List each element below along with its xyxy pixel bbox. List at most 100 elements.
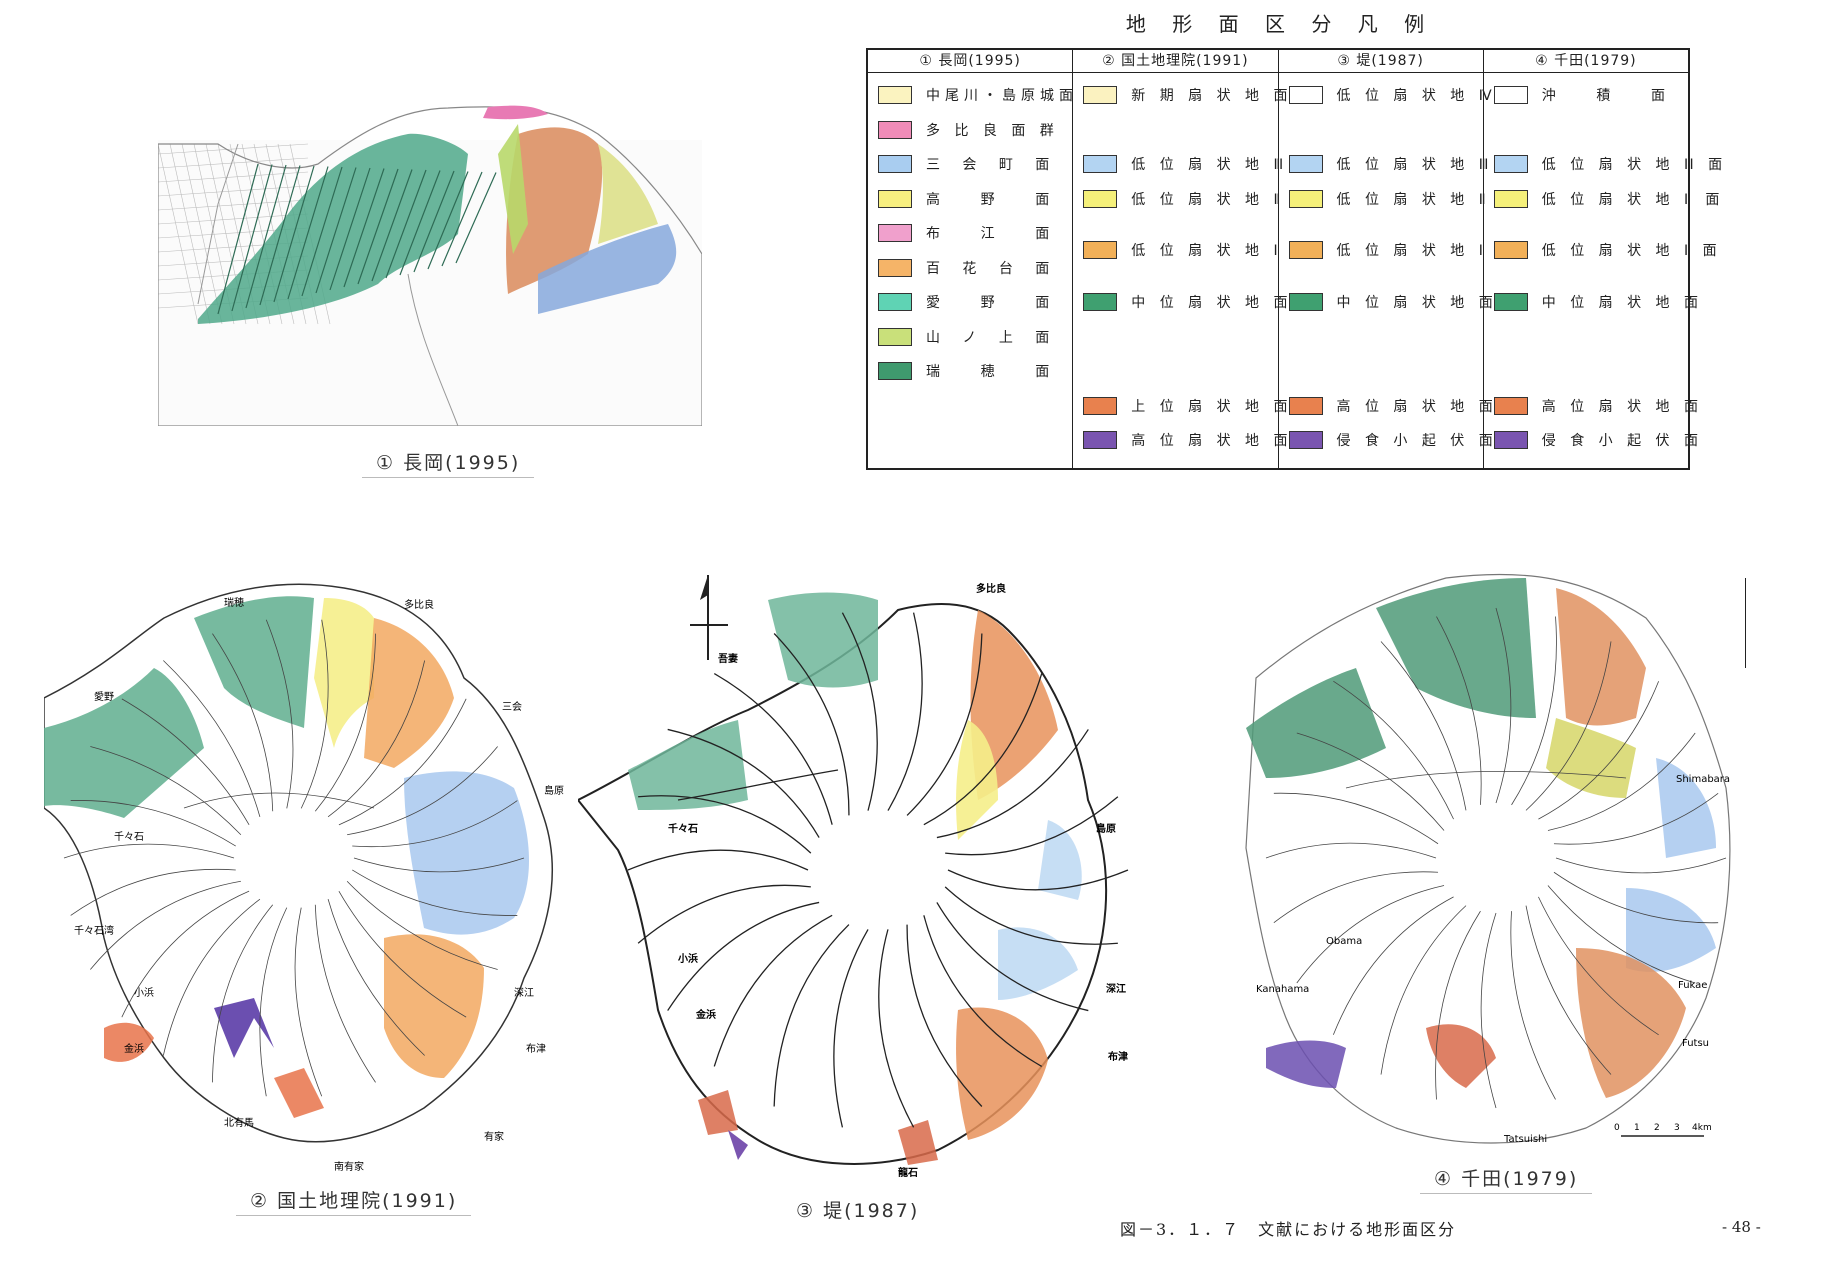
map3-label-chijiwa: 千々石	[668, 822, 698, 835]
legend-item-label: 低 位 扇 状 地 Ⅰ 面	[1541, 243, 1722, 260]
legend-swatch	[1493, 431, 1528, 449]
legend-item: 低 位 扇 状 地 Ⅱ 面	[1083, 188, 1309, 210]
map2-red-west	[104, 1022, 154, 1062]
legend-swatch	[878, 189, 912, 208]
map2-label-chijiwa-bay: 千々石湾	[74, 924, 114, 937]
map3-red	[698, 1090, 738, 1135]
legend-swatch	[1493, 86, 1528, 104]
legend-item-label: 中 位 扇 状 地 面	[1336, 295, 1498, 311]
map4-blue-east	[1656, 758, 1716, 858]
legend-swatch	[1083, 396, 1118, 415]
legend-item: 低 位 扇 状 地 Ⅳ 面	[1288, 84, 1520, 106]
legend-swatch	[878, 362, 912, 380]
map3-green	[628, 720, 748, 810]
legend-swatch	[1493, 189, 1528, 208]
map2-label-shimabara: 島原	[544, 784, 564, 797]
legend-item: 多 比 良 面 群	[878, 119, 1064, 141]
map2-label-arie: 有家	[484, 1130, 504, 1143]
legend-item-label: 高 位 扇 状 地 面	[1541, 398, 1704, 415]
legend-item-label: 中尾川・島原城面	[926, 88, 1078, 104]
legend-swatch	[1288, 396, 1323, 415]
legend-item: 上 位 扇 状 地 面	[1083, 395, 1288, 417]
legend-item-label: 低 位 扇 状 地 Ⅳ 面	[1336, 88, 1526, 104]
map4-label-obama: Obama	[1326, 936, 1362, 947]
map3-label-kanahama: 金浜	[695, 1008, 716, 1021]
legend-swatch	[1288, 431, 1323, 449]
legend-item: 三 会 町 面	[878, 153, 1064, 175]
map-4-chida: Shimabara Obama Kanahama Fukae Futsu Tat…	[1245, 573, 1746, 1145]
map2-purple	[214, 998, 274, 1058]
map2-blue	[404, 771, 529, 935]
legend-item: 低 位 扇 状 地 Ⅱ 面	[1288, 188, 1514, 210]
legend-item-label: 侵 食 小 起 伏 面	[1336, 433, 1498, 449]
map2-yellow	[314, 598, 374, 748]
legend-swatch	[1083, 86, 1118, 104]
legend-swatch	[878, 155, 912, 173]
legend-title: 地 形 面 区 分 凡 例	[1125, 12, 1435, 36]
map4-blue-mid	[1626, 888, 1716, 972]
legend-item-label: 低 位 扇 状 地 Ⅲ 面	[1336, 157, 1522, 173]
map2-label-futsu: 布津	[526, 1043, 546, 1055]
legend-item: 中 位 扇 状 地 面	[1493, 291, 1698, 313]
map3-red-south	[898, 1120, 938, 1165]
map2-label-tahira: 多比良	[404, 598, 434, 611]
legend-item-label: 低 位 扇 状 地 Ⅱ 面	[1131, 191, 1314, 208]
legend-swatch	[1083, 431, 1118, 449]
map2-label-mizuho: 瑞穂	[224, 596, 244, 609]
map1-caption: ① 長岡(1995)	[362, 446, 535, 478]
map4-label-tatsuishi: Tatsuishi	[1503, 1134, 1547, 1145]
legend-item-label: 愛 野 面	[926, 295, 1055, 311]
map-1-nagaoka	[158, 105, 702, 426]
legend-swatch	[1288, 241, 1323, 260]
map2-orange-north	[364, 618, 454, 768]
legend-item-label: 低 位 扇 状 地 Ⅱ 面	[1336, 191, 1520, 208]
legend-item-label: 侵 食 小 起 伏 面	[1541, 433, 1704, 449]
legend-item: 侵 食 小 起 伏 面	[1493, 429, 1698, 451]
legend-item-label: 百 花 台 面	[926, 260, 1055, 277]
map2-label-minamiarima: 南有家	[334, 1160, 364, 1173]
map4-scale-tick: 1	[1634, 1123, 1640, 1133]
legend-swatch	[1493, 293, 1528, 311]
map4-scale-tick: 4km	[1692, 1123, 1712, 1133]
legend-item-label: 低 位 扇 状 地 Ⅰ 面	[1131, 243, 1312, 260]
map1-green-fans	[198, 133, 468, 324]
legend-item-label: 中 位 扇 状 地 面	[1541, 295, 1704, 311]
legend-swatch	[1288, 155, 1323, 173]
legend-swatch	[878, 224, 912, 242]
legend-item: 高 野 面	[878, 188, 1064, 210]
map3-label-futsu: 布津	[1108, 1050, 1128, 1063]
legend-item-label: 低 位 扇 状 地 Ⅰ 面	[1336, 243, 1517, 260]
legend-column-header: ① 長岡(1995)	[868, 50, 1073, 73]
legend-item: 低 位 扇 状 地 Ⅰ 面	[1493, 239, 1717, 261]
map4-scale-tick: 2	[1654, 1123, 1660, 1133]
legend-swatch	[1493, 396, 1528, 415]
map-3-tsutsumi: 多比良 吾妻 千々石 島原 小浜 深江 金浜 布津 龍石	[578, 575, 1129, 1179]
legend-item-label: 新 期 扇 状 地 面	[1131, 88, 1293, 104]
legend-column: ③ 堤(1987) 低 位 扇 状 地 Ⅳ 面低 位 扇 状 地 Ⅲ 面低 位 扇…	[1278, 50, 1520, 468]
map1-yellow-fans	[598, 144, 658, 244]
map3-label-azuma: 吾妻	[718, 652, 738, 665]
legend-item-label: 上 位 扇 状 地 面	[1131, 398, 1293, 415]
legend-swatch	[878, 86, 912, 104]
map3-blue-mid	[998, 927, 1078, 1000]
legend-item: 中 位 扇 状 地 面	[1288, 291, 1493, 313]
map4-scale-bar: 0 1 2 3 4km	[1614, 1123, 1712, 1137]
legend-item-label: 高 位 扇 状 地 面	[1131, 433, 1293, 449]
page-number: - 48 -	[1722, 1218, 1761, 1236]
map2-label-mie: 三会	[502, 700, 522, 713]
legend-swatch	[1493, 155, 1528, 173]
legend-item-label: 高 位 扇 状 地 面	[1336, 398, 1498, 415]
legend-item: 低 位 扇 状 地 Ⅲ 面	[1288, 153, 1517, 175]
legend-column-header: ④ 千田(1979)	[1483, 50, 1688, 73]
legend-swatch	[1288, 293, 1323, 311]
map2-label-fukae: 深江	[514, 987, 534, 999]
legend-item: 侵 食 小 起 伏 面	[1288, 429, 1493, 451]
legend-swatch	[1083, 155, 1118, 173]
legend-item: 瑞 穂 面	[878, 360, 1064, 382]
legend-item: 高 位 扇 状 地 面	[1083, 429, 1288, 451]
map2-red-south	[274, 1068, 324, 1118]
legend-swatch	[1288, 86, 1323, 104]
legend-swatch	[1083, 189, 1118, 208]
map2-label-kitaarima: 北有馬	[224, 1116, 254, 1129]
legend-item-label: 低 位 扇 状 地 Ⅱ 面	[1541, 191, 1725, 208]
